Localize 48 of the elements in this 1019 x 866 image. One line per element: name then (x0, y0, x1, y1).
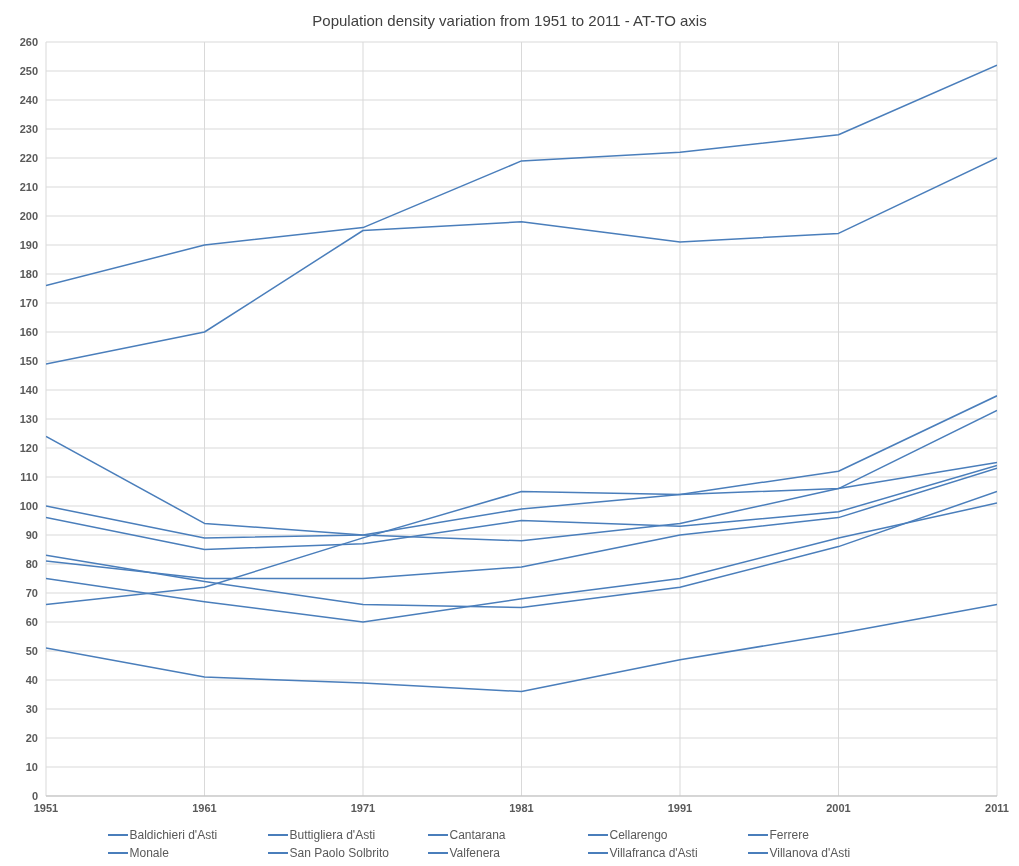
y-tick-label: 260 (19, 35, 38, 48)
y-tick-label: 100 (19, 499, 38, 512)
y-tick-label: 10 (25, 760, 38, 773)
y-tick-label: 110 (20, 470, 38, 483)
y-tick-label: 30 (25, 702, 38, 715)
y-tick-label: 230 (19, 122, 38, 135)
x-tick-label: 1991 (667, 801, 693, 814)
y-tick-label: 180 (19, 267, 38, 280)
x-tick-label: 1961 (192, 801, 217, 814)
y-tick-label: 0 (31, 789, 38, 802)
legend-label: Cantarana (449, 828, 506, 842)
x-tick-label: 2011 (985, 801, 1009, 814)
y-tick-label: 120 (19, 441, 38, 454)
legend-label: Monale (129, 846, 169, 860)
y-tick-label: 70 (25, 586, 38, 599)
y-tick-label: 240 (19, 93, 38, 106)
y-tick-label: 40 (25, 673, 38, 686)
y-tick-label: 250 (19, 64, 38, 77)
y-tick-label: 160 (19, 325, 38, 338)
y-tick-label: 200 (19, 209, 38, 222)
y-tick-label: 190 (19, 238, 38, 251)
legend-label: Buttigliera d'Asti (289, 828, 376, 842)
y-tick-label: 20 (25, 731, 38, 744)
legend-label: Cellarengo (609, 828, 668, 842)
legend-label: Ferrere (769, 828, 809, 842)
line-series (46, 603, 997, 693)
y-tick-label: 220 (19, 151, 38, 164)
line-series (46, 157, 997, 365)
y-tick-label: 80 (25, 557, 38, 570)
y-tick-label: 170 (19, 296, 38, 309)
x-tick-label: 2001 (826, 801, 851, 814)
x-tick-label: 1971 (350, 801, 376, 814)
legend-label: San Paolo Solbrito (289, 846, 389, 860)
legend-label: Valfenera (449, 846, 500, 860)
legend-label: Baldichieri d'Asti (129, 828, 218, 842)
chart-title: Population density variation from 1951 to 2011 - AT-TO axis (311, 11, 708, 31)
line-series (46, 64, 997, 287)
x-tick-label: 1981 (509, 801, 534, 814)
legend-label: Villanova d'Asti (769, 846, 851, 860)
y-tick-label: 140 (19, 383, 38, 396)
x-tick-label: 1951 (33, 801, 59, 814)
y-tick-label: 90 (25, 528, 38, 541)
y-tick-label: 50 (25, 644, 38, 657)
legend-label: Villafranca d'Asti (609, 846, 698, 860)
y-tick-label: 60 (25, 615, 38, 628)
y-tick-label: 210 (19, 180, 38, 193)
y-tick-label: 150 (19, 354, 38, 367)
y-tick-label: 130 (19, 412, 38, 425)
